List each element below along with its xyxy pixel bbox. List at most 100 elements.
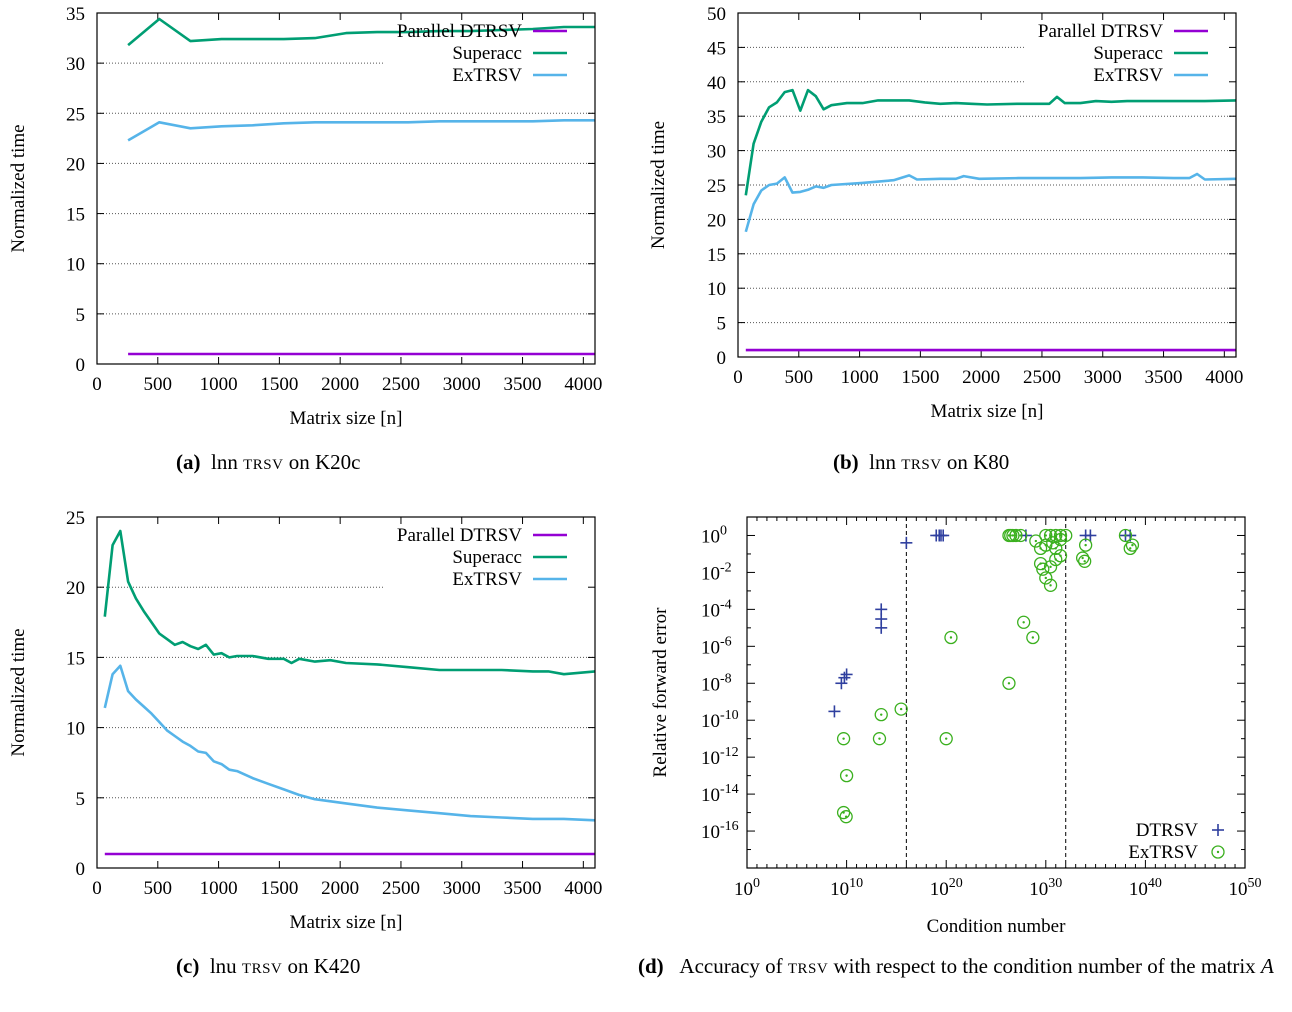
- dtrsv-point: [840, 668, 853, 681]
- circle-ring: [1059, 528, 1073, 543]
- legend-swatch: [1212, 824, 1224, 836]
- x-tick-label: 3000: [443, 374, 481, 395]
- caption-a: (a) lnn trsv on K20c: [176, 448, 360, 476]
- x-tick-label: 2000: [321, 374, 359, 395]
- circle-dot: [1039, 547, 1042, 550]
- circle-ring: [1039, 528, 1053, 543]
- dtrsv-point: [828, 705, 841, 718]
- plot-frame: [96, 12, 596, 365]
- x-axis-label: Matrix size [n]: [290, 408, 403, 429]
- x-tick-label: 500: [785, 367, 814, 388]
- circle-ring: [944, 630, 958, 645]
- extrsv-point: [1014, 528, 1028, 543]
- extrsv-point: [1043, 578, 1058, 592]
- y-tick-label: 100: [701, 523, 727, 547]
- circle-dot: [1059, 554, 1062, 557]
- caption-label: (c): [176, 954, 200, 978]
- x-axis-label: Condition number: [927, 916, 1066, 937]
- extrsv-point: [1046, 536, 1060, 550]
- y-tick-label: 10-6: [701, 634, 732, 658]
- caption-text: with respect to the condition number of …: [828, 954, 1261, 978]
- extrsv-point: [1053, 549, 1068, 563]
- circle-dot: [1019, 534, 1022, 537]
- series-line-superacc: [103, 529, 596, 676]
- circle-ring: [1118, 528, 1133, 543]
- x-tick-label: 3000: [443, 878, 481, 899]
- circle-dot: [1124, 534, 1127, 537]
- extrsv-point: [1017, 615, 1031, 629]
- dtrsv-point: [1084, 529, 1097, 542]
- extrsv-point: [1036, 562, 1050, 576]
- x-tick-label: 1500: [901, 367, 939, 388]
- y-tick-label: 40: [707, 73, 726, 94]
- circle-ring: [1123, 541, 1137, 556]
- extrsv-point: [839, 768, 854, 783]
- x-tick-label: 1050: [1229, 876, 1262, 900]
- circle-ring: [1049, 528, 1063, 543]
- y-tick-label: 25: [66, 508, 85, 529]
- legend-label: ExTRSV: [452, 569, 522, 590]
- y-axis-label: Normalized time: [648, 121, 669, 249]
- circle-ring: [1014, 528, 1028, 543]
- y-tick-label: 25: [66, 104, 85, 125]
- circle-dot: [1041, 567, 1045, 571]
- y-tick-label: 30: [707, 142, 726, 163]
- circle-ring: [894, 702, 908, 716]
- y-tick-label: 35: [66, 4, 85, 25]
- extrsv-point: [1059, 528, 1073, 543]
- circle-dot: [845, 774, 848, 777]
- extrsv-point: [872, 732, 887, 746]
- circle-ring: [1006, 528, 1020, 543]
- extrsv-point: [1075, 551, 1090, 565]
- extrsv-point: [1039, 571, 1053, 585]
- series-line-extrsv: [744, 172, 1237, 233]
- x-tick-label: 3500: [504, 878, 542, 899]
- caption-text: lnn: [869, 450, 902, 474]
- extrsv-point: [839, 810, 853, 824]
- y-tick-label: 25: [707, 176, 726, 197]
- dtrsv-point: [900, 536, 913, 549]
- circle-dot: [1007, 682, 1011, 685]
- caption-label: (a): [176, 450, 201, 474]
- circle-dot: [1084, 543, 1087, 547]
- circle-ring: [839, 810, 853, 824]
- circle-dot: [1051, 541, 1054, 545]
- y-tick-label: 5: [76, 305, 86, 326]
- caption-d: (d) Accuracy of trsv with respect to the…: [638, 952, 1282, 980]
- x-tick-label: 1030: [1029, 876, 1062, 900]
- circle-ring: [1043, 578, 1058, 592]
- x-tick-label: 0: [733, 367, 743, 388]
- y-tick-label: 50: [707, 4, 726, 25]
- extrsv-point: [1006, 528, 1020, 543]
- plot-frame: [96, 516, 596, 869]
- y-tick-label: 10-4: [701, 597, 732, 621]
- circle-ring: [1078, 554, 1092, 568]
- circle-dot: [1131, 543, 1134, 547]
- circle-dot: [1129, 547, 1132, 550]
- extrsv-point: [874, 707, 888, 722]
- plot-frame: [737, 12, 1237, 358]
- x-tick-label: 2000: [321, 878, 359, 899]
- caption-c: (c) lnu trsv on K420: [176, 952, 360, 980]
- extrsv-point: [1118, 528, 1133, 543]
- series-line-extrsv: [127, 119, 595, 142]
- y-tick-label: 0: [717, 348, 727, 369]
- y-tick-label: 5: [717, 314, 727, 335]
- circle-ring: [1046, 536, 1060, 550]
- legend-swatch: [1211, 845, 1225, 859]
- circle-ring: [1053, 549, 1068, 563]
- y-tick-label: 15: [66, 648, 85, 669]
- panel-d: 100 1010 1020 1030 1040 1050 100 10-2 10-4 10-6 10…: [650, 516, 1262, 937]
- circle-dot: [899, 707, 903, 711]
- y-tick-label: 10-2: [701, 560, 732, 584]
- circle-ring: [939, 732, 953, 746]
- x-tick-label: 1000: [200, 374, 238, 395]
- extrsv-point: [836, 732, 851, 746]
- x-tick-label: 3500: [504, 374, 542, 395]
- circle-ring: [1033, 541, 1048, 556]
- circle-ring: [1075, 551, 1090, 565]
- y-tick-label: 0: [76, 859, 86, 880]
- panel-a: 0 5 10 15 20 25 30 35 0 500 1000 1500 2000 2500 3000 35…: [8, 4, 602, 429]
